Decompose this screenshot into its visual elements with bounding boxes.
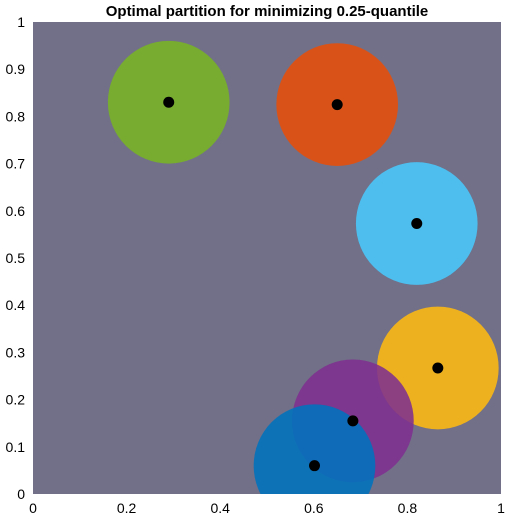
center-point-4 [432, 362, 444, 374]
center-point-3 [411, 218, 423, 230]
y-tick-label: 0.7 [6, 156, 26, 172]
x-axis: 0 0.2 0.4 0.6 0.8 1 [29, 500, 505, 516]
partition-disk-6 [253, 404, 376, 494]
y-tick-label: 0.2 [6, 392, 26, 408]
y-tick-label: 0.8 [6, 108, 26, 124]
y-tick-label: 0.4 [6, 297, 26, 313]
y-axis: 0 0.1 0.2 0.3 0.4 0.5 0.6 0.7 0.8 0.9 1 [6, 14, 26, 502]
y-tick-label: 1 [17, 14, 25, 30]
center-point-5 [347, 415, 359, 427]
y-tick-label: 0.9 [6, 61, 26, 77]
center-point-2 [331, 99, 343, 111]
x-tick-label: 0 [29, 500, 37, 516]
center-points [163, 96, 444, 472]
y-tick-label: 0.3 [6, 344, 26, 360]
chart-title: Optimal partition for minimizing 0.25-qu… [106, 3, 429, 20]
x-tick-label: 0.6 [304, 500, 324, 516]
x-tick-label: 0.4 [210, 500, 230, 516]
center-point-6 [309, 460, 321, 472]
y-tick-label: 0 [17, 486, 25, 502]
y-tick-label: 0.5 [6, 250, 26, 266]
x-tick-label: 1 [497, 500, 505, 516]
y-tick-label: 0.1 [6, 439, 26, 455]
x-tick-label: 0.2 [117, 500, 137, 516]
x-tick-label: 0.8 [398, 500, 418, 516]
y-tick-label: 0.6 [6, 203, 26, 219]
center-point-1 [163, 96, 175, 108]
